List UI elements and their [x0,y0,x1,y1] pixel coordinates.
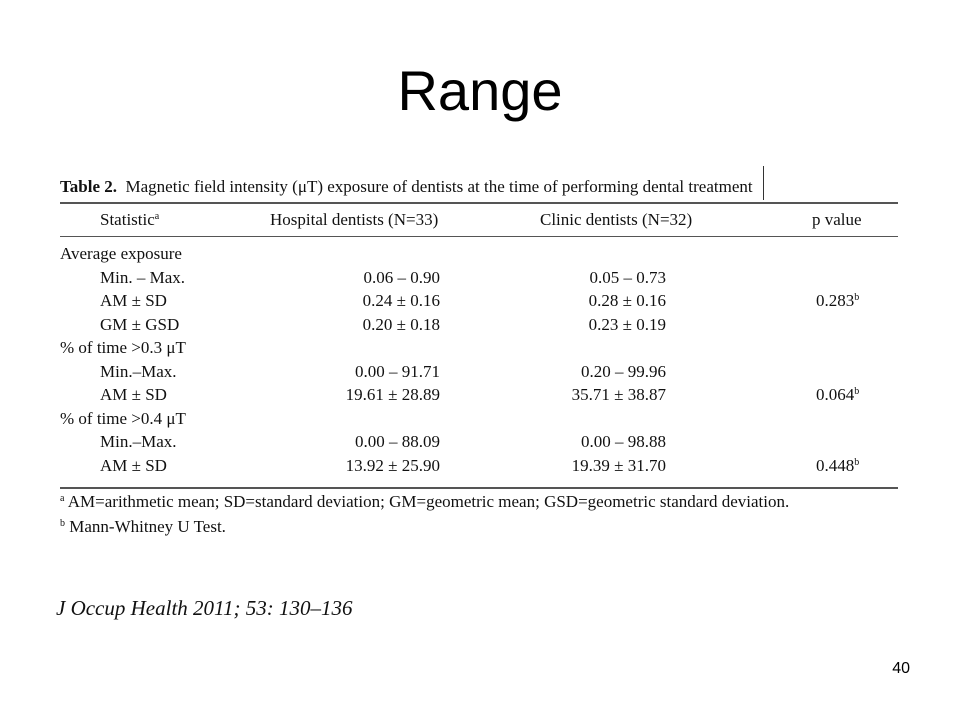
page-number: 40 [892,660,910,677]
cell-hospital: 0.24 ± 0.16 [362,291,440,310]
citation: J Occup Health 2011; 53: 130–136 [56,596,353,620]
cell-clinic: 0.23 ± 0.19 [588,314,666,334]
cell-clinic: 0.05 – 0.73 [589,267,667,287]
table-row: Min.–Max. 0.00 – 91.71 0.20 – 99.96 [60,360,898,383]
cell-clinic: 35.71 ± 38.87 [571,385,666,404]
table-row: AM ± SD 13.92 ± 25.90 19.39 ± 31.70 0.448b [60,454,898,477]
slide-title: Range [397,59,563,122]
row-statistic-label: Min.–Max. [100,361,177,381]
row-statistic-label: AM ± SD [100,455,167,475]
cell-p-value: 0.283b [816,291,860,310]
table-row: AM ± SD 0.24 ± 0.16 0.28 ± 0.16 0.283b [60,289,898,312]
table-row: Average exposure [60,242,898,265]
table-row: Min.–Max. 0.00 – 88.09 0.00 – 98.88 [60,430,898,453]
header-clinic: Clinic dentists (N=32) [540,210,693,229]
row-statistic-label: Min.–Max. [100,432,177,451]
cell-hospital: 19.61 ± 28.89 [345,385,440,404]
table-row: Min. – Max. 0.06 – 0.90 0.05 – 0.73 [60,266,898,289]
cell-hospital: 0.20 ± 0.18 [362,314,440,334]
row-statistic-label: GM ± GSD [100,314,180,334]
cell-clinic: 19.39 ± 31.70 [571,455,666,475]
table-header-rule [60,236,898,237]
table-row: AM ± SD 19.61 ± 28.89 35.71 ± 38.87 0.064b [60,383,898,406]
cell-p-value: 0.064b [816,385,860,404]
table-figure: Table 2. Magnetic field intensity (μT) e… [60,166,900,536]
table-label: Table 2. [60,177,118,196]
cell-hospital: 0.00 – 88.09 [355,432,440,451]
table-row: % of time >0.4 μT [60,407,898,430]
table-row: GM ± GSD 0.20 ± 0.18 0.23 ± 0.19 [60,313,898,336]
row-statistic-label: Min. – Max. [100,267,185,287]
row-statistic-label: AM ± SD [100,385,167,404]
cell-hospital: 0.06 – 0.90 [363,267,441,287]
table-top-rule [60,202,898,204]
cell-clinic: 0.00 – 98.88 [581,432,666,451]
row-group-label: % of time >0.3 μT [60,338,186,357]
header-statistic: Statistica [100,210,160,229]
row-group-label: Average exposure [60,244,182,263]
footnote-a: a AM=arithmetic mean; SD=standard deviat… [60,492,790,511]
cell-clinic: 0.28 ± 0.16 [588,291,666,310]
row-statistic-label: AM ± SD [100,291,167,310]
cell-hospital: 13.92 ± 25.90 [345,455,440,475]
footnote-b: b Mann-Whitney U Test. [60,517,226,536]
header-hospital: Hospital dentists (N=33) [270,210,439,229]
table-caption-text: Magnetic field intensity (μT) exposure o… [125,177,753,196]
table-row: % of time >0.3 μT [60,336,898,359]
text-cursor [763,166,764,200]
cell-clinic: 0.20 – 99.96 [581,361,666,381]
cell-hospital: 0.00 – 91.71 [355,361,440,381]
header-p-value: p value [812,210,862,229]
row-group-label: % of time >0.4 μT [60,408,186,428]
table-caption: Table 2. Magnetic field intensity (μT) e… [60,174,900,202]
table-bottom-rule [60,487,898,489]
cell-p-value: 0.448b [816,455,860,475]
